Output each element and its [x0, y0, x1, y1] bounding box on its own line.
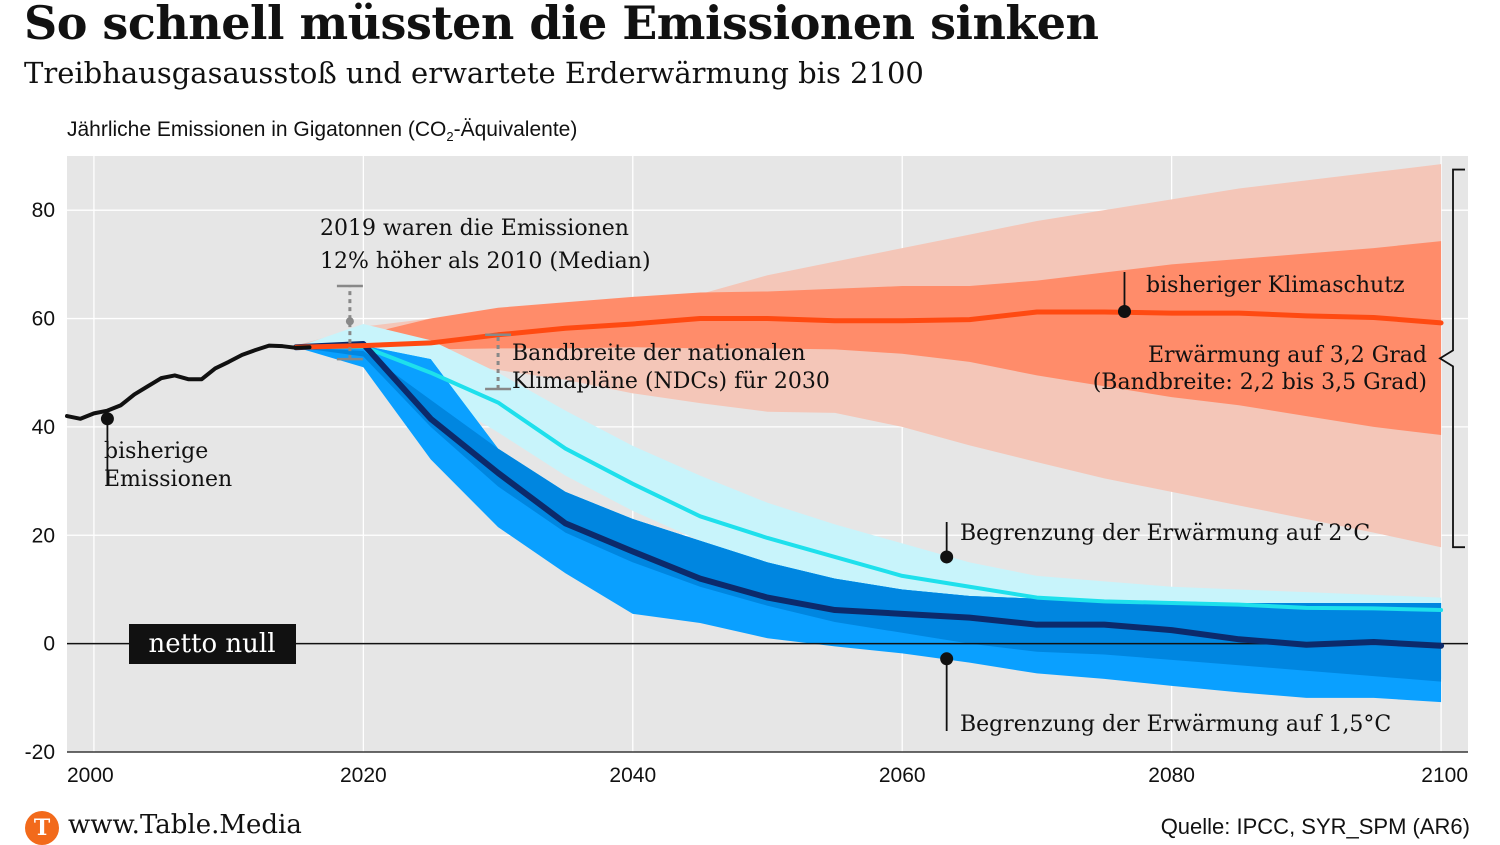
x-tick-label-2100: 2100 [1421, 764, 1468, 787]
y-tick-label--20: -20 [25, 741, 55, 764]
two-degree-line [294, 344, 1444, 613]
x-tick-label-2080: 2080 [1148, 764, 1195, 787]
scenario-lines [65, 309, 1445, 649]
annotation-one-five: Begrenzung der Erwärmung auf 1,5°C [960, 712, 1391, 737]
annotation-warming-line1: Erwärmung auf 3,2 Grad [1148, 343, 1427, 368]
annotation-2019-line1: 2019 waren die Emissionen [320, 216, 629, 241]
current-policy-band-inner [296, 241, 1442, 436]
annotations: 2019 waren die Emissionen 12% höher als … [104, 216, 1427, 737]
y-tick-label-80: 80 [32, 199, 55, 222]
current-policy-band-outer [296, 164, 1442, 548]
current-policy-pointer-dot [1117, 305, 1131, 319]
warming-bracket [1438, 168, 1465, 549]
annotation-ndc-line1: Bandbreite der nationalen [512, 341, 806, 366]
source-note: Quelle: IPCC, SYR_SPM (AR6) [1160, 814, 1470, 839]
x-tick-label-2040: 2040 [609, 764, 656, 787]
annotation-historic-line2: Emissionen [104, 467, 232, 492]
y-tick-label-0: 0 [43, 633, 55, 656]
historic-emissions-line [65, 343, 312, 421]
annotation-warming-line2: (Bandbreite: 2,2 bis 3,5 Grad) [1093, 370, 1427, 395]
range-markers [100, 168, 1465, 731]
x-tick-label-2060: 2060 [879, 764, 926, 787]
footer-url[interactable]: www.Table.Media [68, 810, 302, 840]
emissions-2019-range-mid-dot [345, 317, 354, 326]
x-tick-label-2000: 2000 [67, 764, 114, 787]
two-degree-pointer-dot [940, 550, 954, 564]
one-five-pointer-dot [940, 652, 954, 666]
y-tick-label-60: 60 [32, 308, 55, 331]
annotation-two-degree: Begrenzung der Erwärmung auf 2°C [960, 521, 1370, 546]
y-axis-label: Jährliche Emissionen in Gigatonnen (CO2-… [67, 118, 577, 144]
x-tick-label-2020: 2020 [340, 764, 387, 787]
table-media-logo: T [25, 811, 59, 845]
y-tick-label-20: 20 [32, 524, 55, 547]
chart-subtitle: Treibhausgasausstoß und erwartete Erderw… [24, 56, 924, 90]
net-zero-label: netto null [148, 629, 275, 659]
annotation-2019-line2: 12% höher als 2010 (Median) [320, 249, 651, 274]
annotation-ndc-line2: Klimapläne (NDCs) für 2030 [512, 369, 830, 394]
y-axis-label-main: Jährliche Emissionen in Gigatonnen (CO [67, 118, 447, 141]
y-tick-label-40: 40 [32, 416, 55, 439]
chart-title: So schnell müssten die Emissionen sinken [24, 0, 1099, 50]
y-axis-label-subscript: 2 [446, 129, 454, 145]
net-zero-label-box [129, 624, 296, 664]
y-axis-label-tail: -Äquivalente) [453, 118, 578, 141]
current-policy-line [293, 309, 1444, 350]
historic-pointer-dot [100, 412, 114, 426]
one-five-line [293, 341, 1445, 649]
annotation-current-policy: bisheriger Klimaschutz [1146, 273, 1405, 298]
annotation-historic-line1: bisherige [104, 439, 208, 464]
